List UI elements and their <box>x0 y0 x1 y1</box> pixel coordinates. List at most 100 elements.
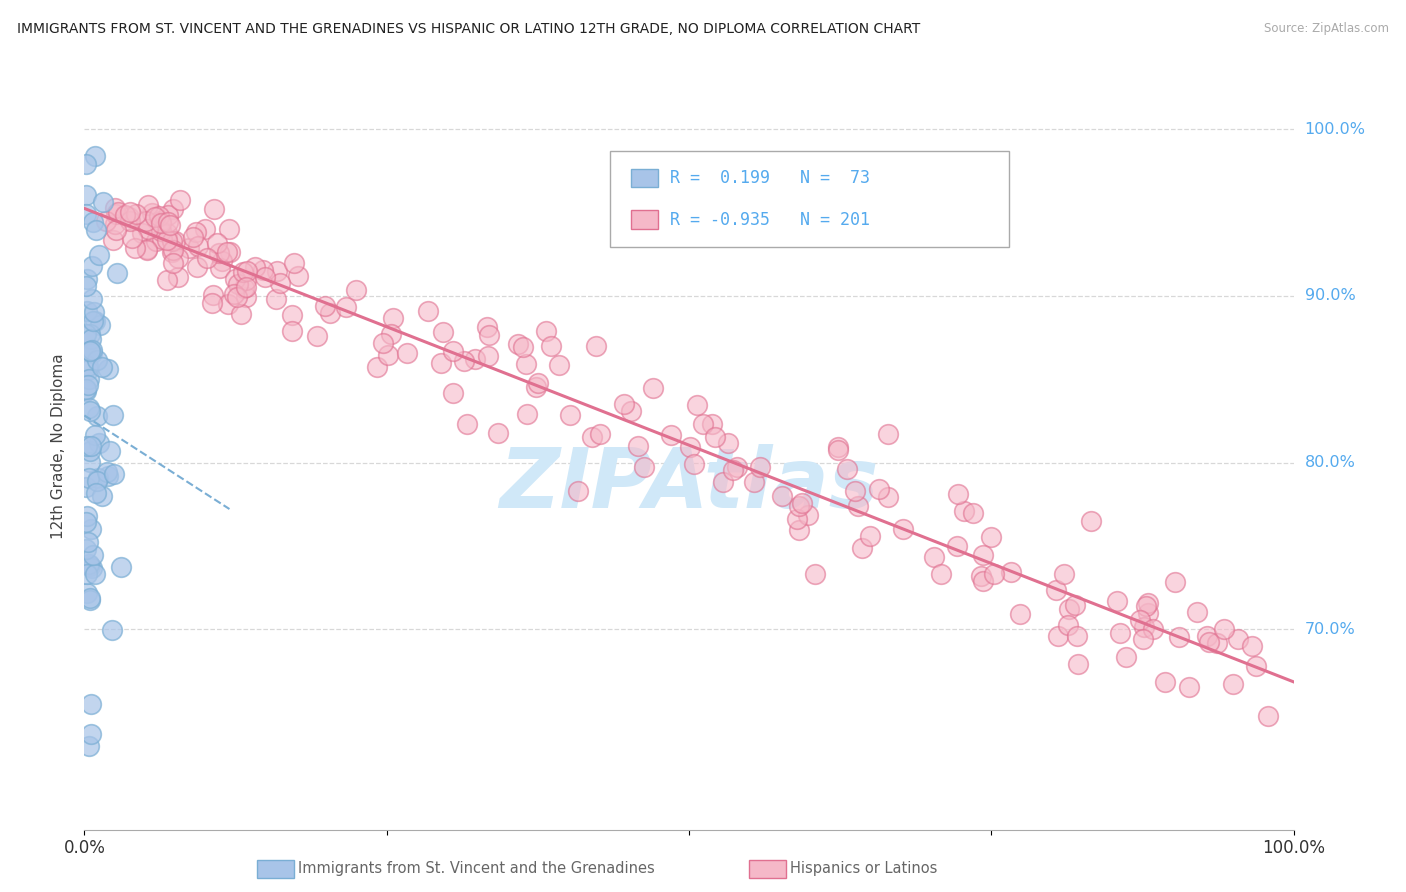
Point <box>789 499 811 513</box>
Point <box>948 487 970 501</box>
Point <box>222 287 245 301</box>
Point <box>464 351 486 366</box>
Point <box>972 549 994 563</box>
Point <box>235 290 257 304</box>
Point <box>87 436 110 450</box>
Point <box>103 408 125 422</box>
Point <box>344 284 367 298</box>
Point <box>711 475 734 489</box>
FancyBboxPatch shape <box>610 151 1010 246</box>
Point <box>377 348 399 362</box>
Point <box>804 567 827 582</box>
Point <box>80 343 103 358</box>
Point <box>83 304 105 318</box>
Point <box>264 292 287 306</box>
Point <box>77 471 100 485</box>
Point <box>186 226 208 240</box>
Point <box>236 264 259 278</box>
Point <box>827 443 849 458</box>
Point <box>721 463 744 477</box>
Point <box>1135 599 1157 613</box>
Point <box>558 408 581 422</box>
Point <box>235 273 257 287</box>
Point <box>98 444 121 458</box>
Point <box>281 308 304 322</box>
Point <box>77 377 100 392</box>
Point <box>252 262 274 277</box>
Point <box>76 304 98 318</box>
Point <box>1067 657 1090 671</box>
Point <box>96 466 118 480</box>
Point <box>827 440 849 454</box>
Point <box>75 327 97 342</box>
Point <box>76 567 98 582</box>
Point <box>104 217 127 231</box>
Point <box>1105 594 1128 608</box>
Point <box>1187 605 1209 619</box>
Point <box>1132 632 1154 646</box>
Point <box>181 230 204 244</box>
Point <box>208 246 231 260</box>
Point <box>80 292 103 306</box>
Text: R = -0.935   N = 201: R = -0.935 N = 201 <box>669 211 869 228</box>
Text: IMMIGRANTS FROM ST. VINCENT AND THE GRENADINES VS HISPANIC OR LATINO 12TH GRADE,: IMMIGRANTS FROM ST. VINCENT AND THE GREN… <box>17 22 920 37</box>
Point <box>166 251 188 265</box>
Point <box>76 439 98 453</box>
Point <box>633 460 655 475</box>
Point <box>75 384 97 399</box>
Point <box>118 210 141 224</box>
Point <box>281 325 304 339</box>
Point <box>150 231 173 245</box>
Bar <box>631 211 658 229</box>
Point <box>120 205 142 219</box>
Point <box>540 339 562 353</box>
Point <box>148 209 170 223</box>
Point <box>229 307 252 321</box>
Text: R =  0.199   N =  73: R = 0.199 N = 73 <box>669 169 869 187</box>
Point <box>891 522 914 536</box>
Point <box>169 193 191 207</box>
Point <box>80 522 103 536</box>
Point <box>797 508 820 522</box>
Point <box>952 504 974 518</box>
Point <box>226 277 249 292</box>
Point <box>96 214 118 228</box>
Point <box>1164 575 1187 590</box>
Point <box>86 223 108 237</box>
Point <box>748 460 770 475</box>
Point <box>120 214 142 228</box>
Point <box>77 359 100 373</box>
Point <box>166 269 188 284</box>
Point <box>156 233 179 247</box>
Point <box>335 300 357 314</box>
Point <box>97 362 120 376</box>
Point <box>851 541 873 555</box>
Point <box>80 697 103 711</box>
Point <box>135 243 157 257</box>
Point <box>1129 613 1152 627</box>
Point <box>1047 629 1070 643</box>
Point <box>456 417 478 431</box>
Point <box>187 239 209 253</box>
Point <box>970 569 993 583</box>
Point <box>194 222 217 236</box>
Point <box>366 359 388 374</box>
Point <box>91 360 114 375</box>
Point <box>1136 596 1159 610</box>
Point <box>121 231 143 245</box>
Point <box>1154 675 1177 690</box>
Point <box>269 276 291 290</box>
Point <box>659 428 682 442</box>
Point <box>79 727 101 741</box>
Point <box>75 156 97 170</box>
Point <box>105 266 128 280</box>
Point <box>983 567 1005 582</box>
Point <box>86 474 108 488</box>
Y-axis label: 12th Grade, No Diploma: 12th Grade, No Diploma <box>51 353 66 539</box>
Point <box>1195 629 1218 643</box>
Point <box>141 206 163 220</box>
Point <box>76 586 98 600</box>
Point <box>224 272 246 286</box>
Point <box>475 320 498 334</box>
Point <box>1000 565 1022 579</box>
